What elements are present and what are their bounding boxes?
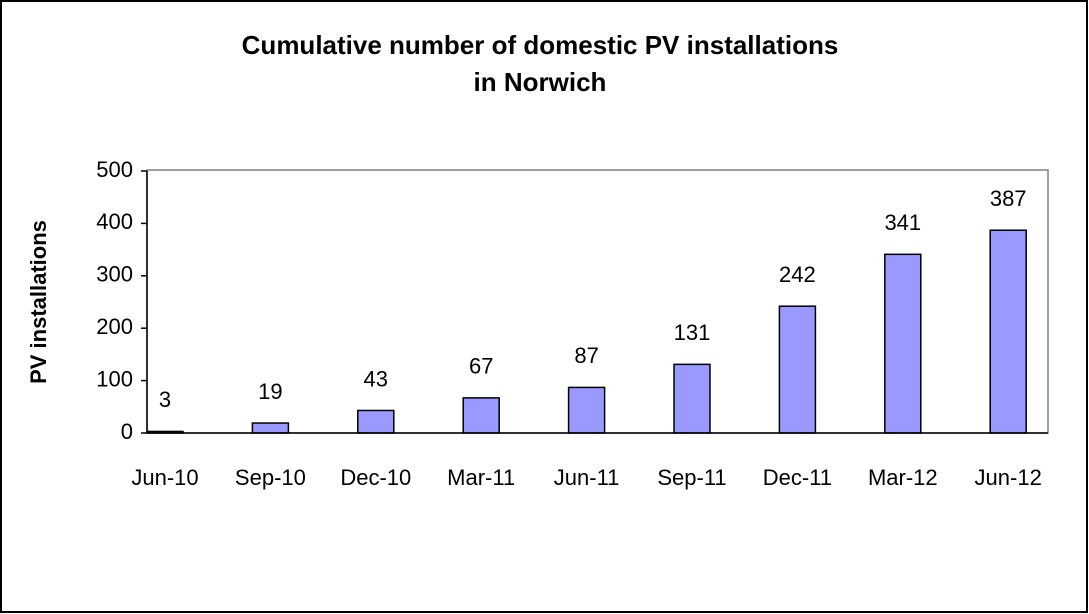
x-tick-label: Mar-11 [447, 465, 515, 490]
data-label: 3 [159, 387, 171, 412]
bar [567, 386, 606, 434]
bar [357, 409, 395, 434]
x-tick-label: Dec-10 [340, 465, 411, 490]
y-tick-label: 300 [96, 262, 133, 287]
bar [884, 253, 922, 434]
y-tick-label: 200 [96, 314, 133, 339]
y-tick-label: 400 [96, 209, 133, 234]
x-tick-label: Sep-10 [235, 465, 306, 490]
x-tick-label: Sep-11 [657, 465, 726, 490]
data-label: 19 [258, 379, 282, 404]
y-tick-label: 500 [96, 157, 133, 182]
x-tick-label: Jun-11 [554, 465, 620, 490]
data-label: 87 [574, 343, 598, 368]
y-tick-label: 100 [96, 366, 133, 391]
data-label: 131 [674, 320, 711, 345]
chart-title: Cumulative number of domestic PV install… [242, 30, 839, 60]
bar [251, 422, 290, 434]
bar [778, 305, 817, 434]
x-tick-label: Jun-12 [975, 465, 1042, 490]
data-label: 67 [469, 354, 493, 379]
x-tick-label: Dec-11 [763, 465, 832, 490]
x-tick-label: Jun-10 [131, 465, 198, 490]
data-label: 387 [990, 186, 1027, 211]
y-tick-label: 0 [121, 419, 133, 444]
bar [673, 363, 711, 434]
x-tick-label: Mar-12 [868, 465, 938, 490]
bar [989, 229, 1027, 434]
data-label: 341 [884, 210, 921, 235]
chart-title: in Norwich [474, 67, 607, 97]
bar [462, 397, 500, 434]
y-axis-label: PV installations [26, 220, 51, 384]
data-label: 242 [779, 262, 816, 287]
data-label: 43 [364, 366, 388, 391]
